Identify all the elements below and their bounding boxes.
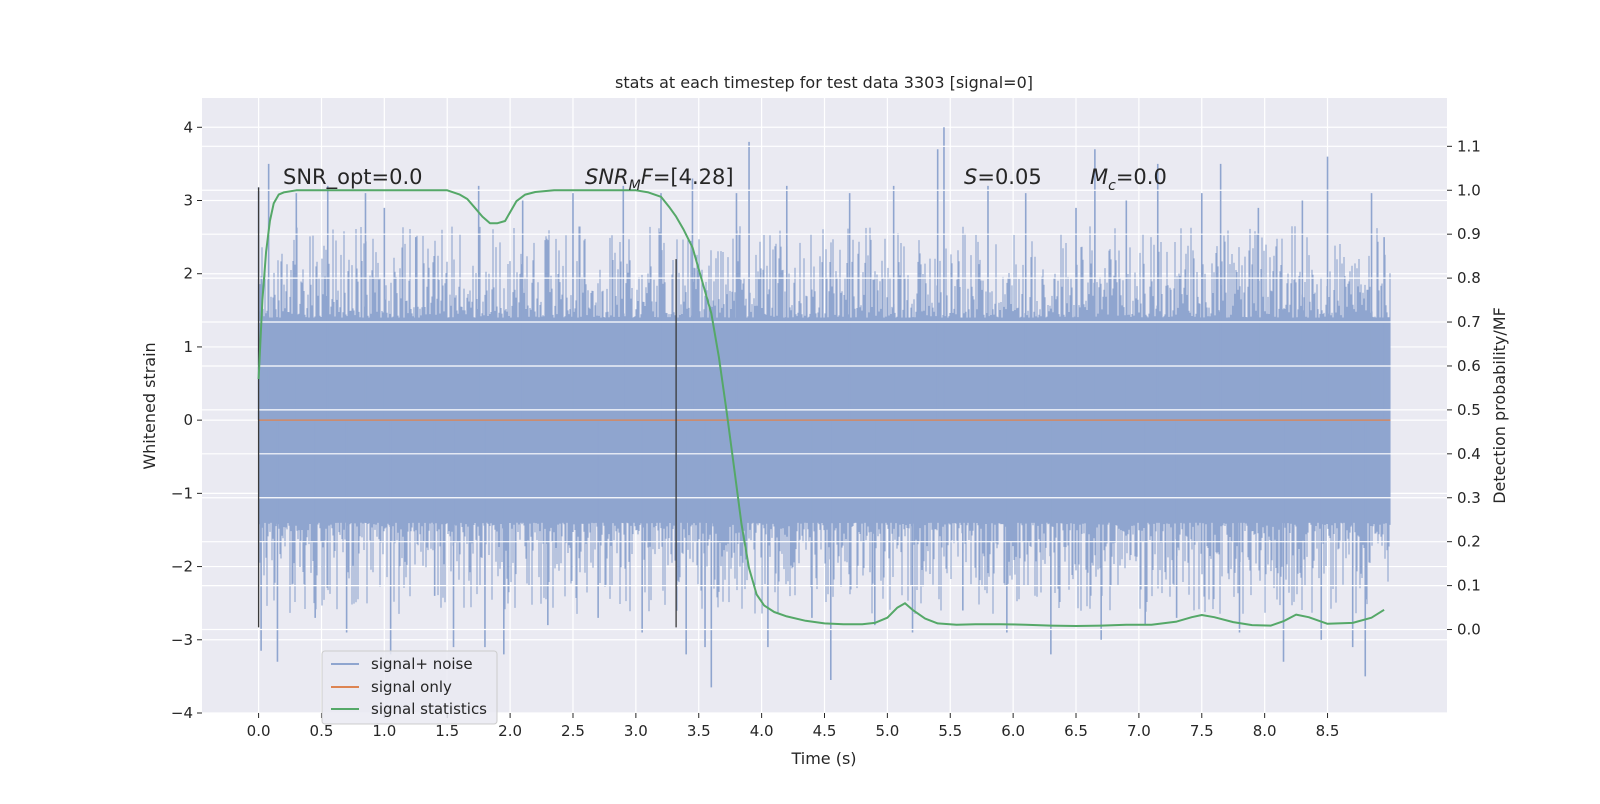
y-left-tick-label: −1	[171, 484, 193, 502]
legend-box	[321, 650, 498, 725]
annotation-mc-symbol: M	[1090, 165, 1108, 189]
signal-statistics-line	[257, 189, 1385, 627]
annotation-snr-opt: SNR_opt=0.0	[283, 165, 423, 190]
annotation-s-value: =0.05	[977, 165, 1041, 189]
y-right-tick-label: 0.1	[1457, 577, 1481, 595]
x-tick-label: 5.0	[875, 722, 899, 740]
annotation-mc: Mc=0.0	[1090, 165, 1167, 194]
y-left-tick-label: 0	[183, 411, 193, 429]
y-right-tick-label: 0.6	[1457, 357, 1481, 375]
annotation-s-symbol: S	[964, 165, 977, 189]
right-grid-lines	[202, 145, 1447, 631]
annotation-snr-mf-value: =[4.28]	[653, 165, 734, 189]
y-left-tick-label: −4	[171, 704, 193, 722]
x-tick-label: 7.0	[1127, 722, 1151, 740]
y-right-tick-label: 1.0	[1457, 181, 1481, 199]
x-tick-label: 1.5	[435, 722, 459, 740]
y-right-tick-label: 0.7	[1457, 313, 1481, 331]
x-tick-label: 4.0	[750, 722, 774, 740]
y-right-tick-label: 0.4	[1457, 445, 1481, 463]
y-left-tick-label: −2	[171, 558, 193, 576]
y-right-tick-label: 0.3	[1457, 489, 1481, 507]
tick-labels: 0.0 0.5 1.0 1.5 2.0 2.5 3.0 3.5 4.0 4.5 5.0 5.5 6.0 6…	[171, 118, 1481, 740]
y-right-tick-label: 0.5	[1457, 401, 1481, 419]
y-left-tick-label: 1	[183, 338, 193, 356]
annotation-snr-mf-symbol: SNR	[585, 165, 629, 189]
legend-label-signal-noise: signal+ noise	[371, 655, 473, 673]
annotation-mc-subscript: c	[1108, 178, 1116, 194]
annotation-snr-mf-f: F	[641, 165, 654, 189]
y-right-tick-label: 0.2	[1457, 533, 1481, 551]
y-axis-label-left: Whitened strain	[140, 342, 159, 469]
annotation-mc-value: =0.0	[1116, 165, 1167, 189]
y-right-tick-label: 0.0	[1457, 621, 1481, 639]
x-tick-label: 3.0	[624, 722, 648, 740]
x-tick-label: 3.5	[687, 722, 711, 740]
x-tick-label: 1.0	[372, 722, 396, 740]
x-tick-label: 5.5	[938, 722, 962, 740]
legend-label-signal-statistics: signal statistics	[371, 700, 487, 718]
y-left-tick-label: −3	[171, 631, 193, 649]
x-tick-label: 4.5	[813, 722, 837, 740]
annotation-snr-mf-subscript: M	[629, 178, 641, 194]
chart-title: stats at each timestep for test data 330…	[615, 73, 1033, 92]
statistics-layer	[257, 187, 1391, 628]
x-tick-label: 2.5	[561, 722, 585, 740]
y-right-tick-label: 1.1	[1457, 137, 1481, 155]
annotations: SNR_opt=0.0 SNRMF=[4.28] S=0.05 Mc=0.0	[283, 165, 1167, 194]
x-tick-label: 2.0	[498, 722, 522, 740]
legend-label-signal-only: signal only	[371, 678, 452, 696]
y-left-tick-label: 4	[183, 118, 193, 136]
x-tick-label: 6.5	[1064, 722, 1088, 740]
legend: signal+ noise signal only signal statist…	[321, 650, 498, 725]
y-right-tick-label: 0.8	[1457, 269, 1481, 287]
y-right-tick-label: 0.9	[1457, 225, 1481, 243]
annotation-s: S=0.05	[964, 165, 1042, 189]
y-left-tick-label: 2	[183, 265, 193, 283]
x-tick-label: 0.0	[247, 722, 271, 740]
x-tick-label: 7.5	[1190, 722, 1214, 740]
x-tick-label: 6.0	[1001, 722, 1025, 740]
annotation-snr-mf: SNRMF=[4.28]	[585, 165, 734, 194]
x-tick-label: 8.0	[1253, 722, 1277, 740]
x-tick-label: 0.5	[310, 722, 334, 740]
y-left-tick-label: 3	[183, 192, 193, 210]
x-tick-label: 8.5	[1316, 722, 1340, 740]
y-axis-label-right: Detection probability/MF	[1490, 307, 1509, 504]
x-axis-label: Time (s)	[790, 749, 856, 768]
